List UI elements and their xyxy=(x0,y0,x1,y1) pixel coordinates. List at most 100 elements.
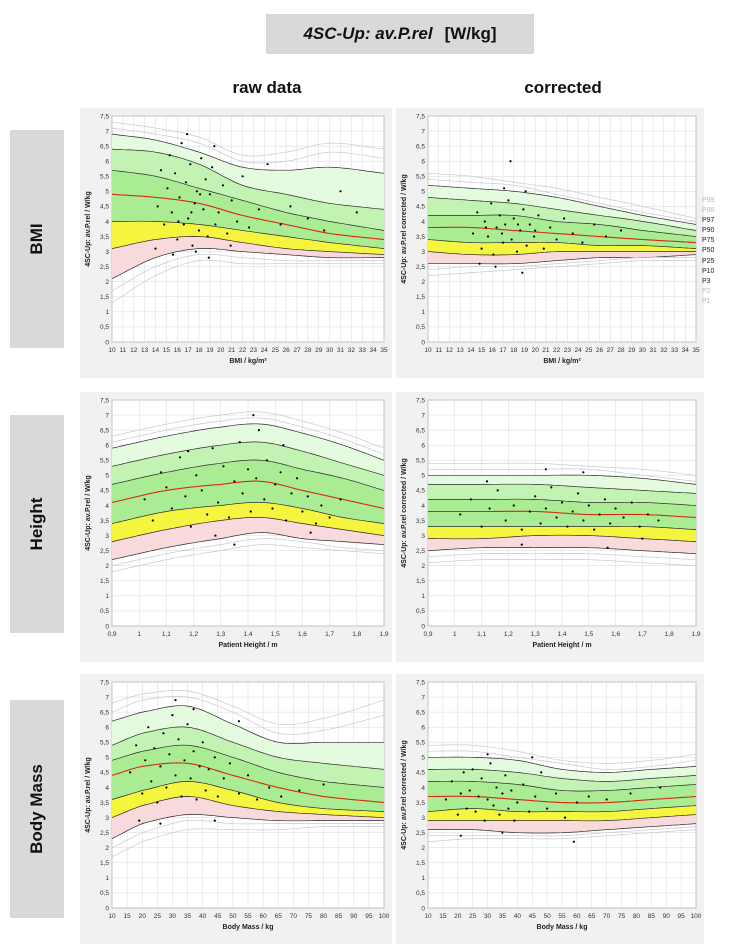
y-tick-label: 3 xyxy=(421,815,425,822)
data-point xyxy=(519,229,522,232)
y-tick-label: 7 xyxy=(421,128,425,135)
data-point xyxy=(192,750,195,753)
y-axis-label: 4SC-Up: av.P.rel / W/kg xyxy=(85,757,92,833)
data-point xyxy=(166,187,169,190)
y-tick-label: 1,5 xyxy=(416,860,425,867)
band-p10-p25 xyxy=(112,221,384,255)
x-tick-label: 20 xyxy=(217,347,225,354)
data-point xyxy=(593,223,596,226)
data-point xyxy=(500,232,504,235)
percentile-line-p75 xyxy=(111,459,385,491)
data-point xyxy=(544,468,547,471)
y-tick-label: 5,5 xyxy=(416,458,425,465)
data-point xyxy=(498,214,501,217)
y-tick-label: 1 xyxy=(421,875,425,882)
data-point xyxy=(554,792,558,795)
data-point xyxy=(571,510,574,513)
x-axis-label: BMI / kg/m² xyxy=(543,358,581,365)
data-point xyxy=(488,507,491,510)
data-point xyxy=(468,789,471,792)
y-tick-label: 7,5 xyxy=(416,679,425,686)
band-p3-p10 xyxy=(112,236,384,279)
data-point xyxy=(159,765,162,768)
data-point xyxy=(516,801,519,804)
data-point xyxy=(216,795,219,798)
y-tick-label: 6,5 xyxy=(416,427,425,434)
y-tick-label: 6,5 xyxy=(100,709,109,716)
data-point xyxy=(195,190,198,193)
y-tick-label: 7 xyxy=(105,412,109,419)
data-point xyxy=(480,777,483,780)
y-tick-label: 1 xyxy=(105,309,109,316)
y-tick-label: 1,5 xyxy=(100,578,109,585)
y-tick-label: 4 xyxy=(105,785,109,792)
y-tick-label: 5 xyxy=(421,755,425,762)
x-tick-label: 40 xyxy=(514,913,522,920)
data-point xyxy=(629,792,632,795)
y-tick-label: 6,5 xyxy=(416,709,425,716)
data-point xyxy=(138,819,141,822)
data-point xyxy=(153,747,156,750)
x-tick-label: 22 xyxy=(553,347,561,354)
x-tick-label: 23 xyxy=(250,347,258,354)
data-point xyxy=(605,798,608,801)
data-point xyxy=(587,504,590,507)
data-point xyxy=(195,474,198,477)
y-tick-label: 6 xyxy=(421,159,425,166)
x-tick-label: 14 xyxy=(467,347,475,354)
data-point xyxy=(581,241,584,244)
legend-entry: P90 xyxy=(702,227,715,235)
x-tick-label: 17 xyxy=(499,347,507,354)
percentile-line-p75 xyxy=(111,169,385,231)
data-point xyxy=(265,459,269,462)
data-point xyxy=(202,208,205,211)
band-p75-p90 xyxy=(428,484,696,506)
data-point xyxy=(521,271,524,274)
data-point xyxy=(195,798,198,801)
data-point xyxy=(282,444,285,447)
legend-entry: P25 xyxy=(702,257,715,265)
y-tick-label: 1,5 xyxy=(416,294,425,301)
y-tick-label: 2,5 xyxy=(100,264,109,271)
y-tick-label: 0,5 xyxy=(416,608,425,615)
x-tick-label: 12 xyxy=(130,347,138,354)
percentile-line-p98 xyxy=(428,468,697,482)
data-point xyxy=(263,498,266,501)
data-point xyxy=(306,217,309,220)
y-tick-label: 3,5 xyxy=(100,518,109,525)
band-p90-p97 xyxy=(428,475,696,494)
data-point xyxy=(476,211,479,214)
x-tick-label: 22 xyxy=(239,347,247,354)
band-p10-p25 xyxy=(428,805,696,821)
percentile-line-p97 xyxy=(428,474,697,485)
x-tick-label: 95 xyxy=(365,913,373,920)
x-tick-label: 32 xyxy=(660,347,668,354)
band-p25-p50 xyxy=(428,796,696,812)
data-point xyxy=(211,166,214,169)
percentile-line-p1 xyxy=(427,829,697,843)
chart-svg: 10 11 12 13 14 15 16 17 18 19 20 21 22 23 24 25 26 27 28 29… xyxy=(80,108,392,378)
y-tick-label: 0 xyxy=(421,623,425,630)
data-point xyxy=(555,238,558,241)
percentile-line-p2 xyxy=(111,819,384,849)
percentile-line-p98 xyxy=(111,695,385,735)
x-tick-label: 90 xyxy=(663,913,671,920)
data-point xyxy=(280,795,283,798)
data-point xyxy=(150,780,153,783)
data-point xyxy=(469,498,472,501)
data-point xyxy=(200,489,203,492)
data-point xyxy=(241,175,244,178)
x-tick-label: 55 xyxy=(244,913,252,920)
data-point xyxy=(495,226,498,229)
data-point xyxy=(566,525,569,528)
data-point xyxy=(143,498,146,501)
data-point xyxy=(534,495,537,498)
data-point xyxy=(486,798,489,801)
x-tick-label: 80 xyxy=(633,913,641,920)
y-tick-label: 4,5 xyxy=(416,204,425,211)
data-point xyxy=(178,196,181,199)
data-point xyxy=(646,513,649,516)
x-tick-label: 14 xyxy=(152,347,160,354)
y-tick-label: 0,5 xyxy=(100,890,109,897)
y-tick-label: 0 xyxy=(421,905,425,912)
